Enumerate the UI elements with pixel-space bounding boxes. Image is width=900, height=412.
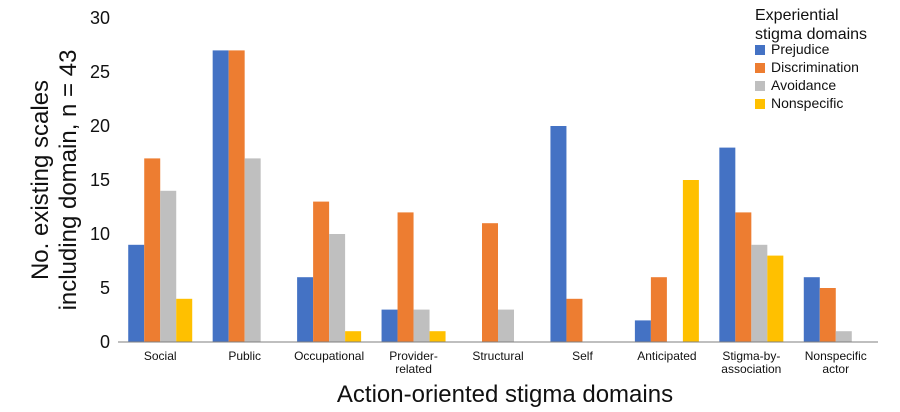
bar-avoidance-8 (835, 331, 852, 342)
category-label: Nonspecific actor (805, 349, 867, 376)
x-axis-category-labels: Social Public Occupational Provider-related… (144, 349, 867, 376)
bar-nonspecific-6 (682, 180, 699, 342)
bar-avoidance-1 (244, 158, 261, 342)
y-tick-label: 30 (90, 8, 110, 28)
bar-prejudice-7 (719, 147, 736, 342)
bar-avoidance-0 (160, 190, 177, 342)
y-tick-label: 5 (100, 278, 110, 298)
category-label: Stigma-by-association (721, 349, 781, 376)
legend-label-prejudice: Prejudice (771, 41, 830, 57)
category-label: Public (228, 349, 261, 363)
bar-prejudice-0 (128, 244, 145, 342)
bar-discrimination-7 (735, 212, 752, 342)
bar-discrimination-2 (313, 201, 330, 342)
bar-discrimination-6 (650, 277, 667, 342)
category-label: Anticipated (637, 349, 696, 363)
bar-prejudice-6 (634, 320, 651, 342)
bar-avoidance-3 (413, 309, 430, 342)
legend-title: Experiential stigma domains (755, 7, 867, 43)
y-tick-label: 25 (90, 62, 110, 82)
x-axis-title: Action-oriented stigma domains (337, 381, 673, 408)
bars (128, 50, 852, 343)
category-label: Structural (472, 349, 523, 363)
legend-label-nonspecific: Nonspecific (771, 95, 843, 111)
bar-discrimination-4 (482, 223, 498, 342)
bar-prejudice-3 (381, 309, 398, 342)
bar-prejudice-2 (297, 277, 314, 342)
bar-avoidance-2 (329, 234, 346, 342)
legend-swatch-avoidance (755, 81, 765, 91)
category-label: Self (572, 349, 593, 363)
bar-nonspecific-0 (176, 298, 193, 342)
category-label: Occupational (294, 349, 364, 363)
bar-avoidance-4 (498, 309, 514, 342)
legend-swatch-discrimination (755, 63, 765, 73)
y-tick-label: 20 (90, 116, 110, 136)
legend-label-discrimination: Discrimination (771, 59, 859, 75)
bar-prejudice-5 (550, 126, 567, 342)
bar-discrimination-1 (228, 50, 245, 343)
category-label: Provider-related (389, 349, 438, 376)
y-axis-ticks: 0 5 10 15 20 25 30 (90, 8, 110, 352)
legend-swatch-prejudice (755, 45, 765, 55)
y-tick-label: 10 (90, 224, 110, 244)
y-axis-title: No. existing scalesincluding domain, n =… (27, 50, 82, 311)
bar-discrimination-5 (566, 298, 583, 342)
bar-nonspecific-3 (429, 331, 446, 342)
legend-swatch-nonspecific (755, 99, 765, 109)
bar-discrimination-3 (397, 212, 414, 342)
bar-discrimination-0 (144, 158, 161, 342)
bar-nonspecific-7 (767, 255, 784, 342)
legend-label-avoidance: Avoidance (771, 77, 836, 93)
bar-discrimination-8 (819, 288, 836, 342)
bar-prejudice-1 (212, 50, 229, 343)
bar-nonspecific-2 (345, 331, 362, 342)
y-tick-label: 15 (90, 170, 110, 190)
bar-prejudice-8 (803, 277, 820, 342)
y-tick-label: 0 (100, 332, 110, 352)
bar-avoidance-7 (751, 244, 768, 342)
category-label: Social (144, 349, 177, 363)
